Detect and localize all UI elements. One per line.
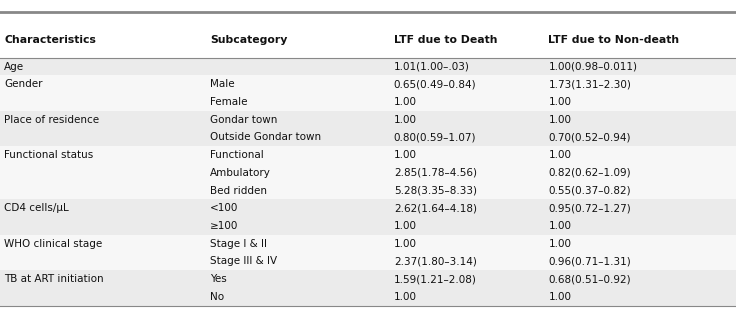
Bar: [0, 93, 736, 111]
Bar: [0, 235, 736, 253]
Bar: [0, 111, 736, 129]
Text: Ambulatory: Ambulatory: [210, 168, 271, 178]
Text: 0.68(0.51–0.92): 0.68(0.51–0.92): [548, 274, 631, 284]
Text: 1.00: 1.00: [548, 292, 571, 302]
Text: Functional status: Functional status: [4, 150, 93, 160]
Text: 1.00: 1.00: [394, 115, 417, 125]
Text: 1.00: 1.00: [394, 97, 417, 107]
Text: 1.00: 1.00: [394, 292, 417, 302]
Text: Female: Female: [210, 97, 247, 107]
Text: 2.85(1.78–4.56): 2.85(1.78–4.56): [394, 168, 477, 178]
Text: 0.70(0.52–0.94): 0.70(0.52–0.94): [548, 133, 631, 143]
Text: 2.37(1.80–3.14): 2.37(1.80–3.14): [394, 256, 477, 266]
Bar: [0, 146, 736, 164]
Text: Yes: Yes: [210, 274, 227, 284]
Text: <100: <100: [210, 203, 238, 213]
Text: 1.00: 1.00: [394, 239, 417, 249]
Text: 0.95(0.72–1.27): 0.95(0.72–1.27): [548, 203, 631, 213]
Bar: [0, 22, 736, 58]
Text: 1.73(1.31–2.30): 1.73(1.31–2.30): [548, 79, 631, 89]
Text: Gender: Gender: [4, 79, 43, 89]
Text: Stage III & IV: Stage III & IV: [210, 256, 277, 266]
Text: 1.00: 1.00: [394, 221, 417, 231]
Bar: [0, 58, 736, 76]
Text: 0.65(0.49–0.84): 0.65(0.49–0.84): [394, 79, 476, 89]
Bar: [0, 76, 736, 93]
Bar: [0, 182, 736, 199]
Text: 1.00: 1.00: [548, 115, 571, 125]
Bar: [0, 217, 736, 235]
Text: Bed ridden: Bed ridden: [210, 186, 266, 196]
Text: TB at ART initiation: TB at ART initiation: [4, 274, 104, 284]
Bar: [0, 164, 736, 182]
Bar: [0, 270, 736, 288]
Text: Age: Age: [4, 61, 24, 71]
Text: LTF due to Non-death: LTF due to Non-death: [548, 35, 679, 45]
Text: CD4 cells/μL: CD4 cells/μL: [4, 203, 69, 213]
Text: ≥100: ≥100: [210, 221, 238, 231]
Text: Functional: Functional: [210, 150, 263, 160]
Text: 1.00: 1.00: [394, 150, 417, 160]
Text: 0.82(0.62–1.09): 0.82(0.62–1.09): [548, 168, 631, 178]
Text: 1.00(0.98–0.011): 1.00(0.98–0.011): [548, 61, 637, 71]
Text: 0.80(0.59–1.07): 0.80(0.59–1.07): [394, 133, 476, 143]
Text: 1.01(1.00–.03): 1.01(1.00–.03): [394, 61, 470, 71]
Text: Stage I & II: Stage I & II: [210, 239, 266, 249]
Text: No: No: [210, 292, 224, 302]
Text: 1.00: 1.00: [548, 239, 571, 249]
Bar: [0, 199, 736, 217]
Text: Characteristics: Characteristics: [4, 35, 96, 45]
Text: Gondar town: Gondar town: [210, 115, 277, 125]
Text: 5.28(3.35–8.33): 5.28(3.35–8.33): [394, 186, 477, 196]
Bar: [0, 288, 736, 306]
Text: Place of residence: Place of residence: [4, 115, 99, 125]
Bar: [0, 129, 736, 146]
Text: 2.62(1.64–4.18): 2.62(1.64–4.18): [394, 203, 477, 213]
Text: 1.00: 1.00: [548, 221, 571, 231]
Text: WHO clinical stage: WHO clinical stage: [4, 239, 102, 249]
Text: 1.00: 1.00: [548, 97, 571, 107]
Text: 1.59(1.21–2.08): 1.59(1.21–2.08): [394, 274, 477, 284]
Text: Outside Gondar town: Outside Gondar town: [210, 133, 321, 143]
Text: Subcategory: Subcategory: [210, 35, 287, 45]
Text: 0.55(0.37–0.82): 0.55(0.37–0.82): [548, 186, 631, 196]
Bar: [0, 253, 736, 270]
Text: Male: Male: [210, 79, 234, 89]
Text: 1.00: 1.00: [548, 150, 571, 160]
Text: LTF due to Death: LTF due to Death: [394, 35, 498, 45]
Text: 0.96(0.71–1.31): 0.96(0.71–1.31): [548, 256, 631, 266]
